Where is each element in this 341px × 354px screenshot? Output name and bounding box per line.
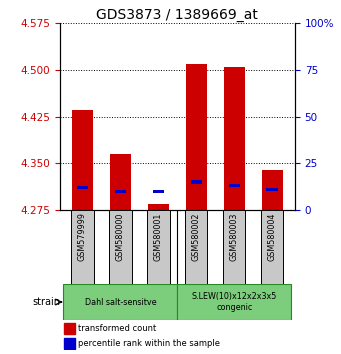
- Bar: [185, 210, 207, 284]
- Bar: [64, 324, 75, 334]
- Bar: [191, 181, 202, 184]
- Text: S.LEW(10)x12x2x3x5
congenic: S.LEW(10)x12x2x3x5 congenic: [192, 292, 277, 312]
- Text: percentile rank within the sample: percentile rank within the sample: [78, 339, 221, 348]
- Bar: [77, 186, 88, 189]
- Bar: [110, 154, 131, 210]
- Text: Dahl salt-sensitve: Dahl salt-sensitve: [85, 297, 156, 307]
- Bar: [72, 110, 93, 210]
- Text: GSM580004: GSM580004: [268, 212, 277, 261]
- Bar: [148, 204, 169, 210]
- Text: transformed count: transformed count: [78, 324, 157, 333]
- Text: GSM579999: GSM579999: [78, 212, 87, 261]
- Text: GSM580000: GSM580000: [116, 212, 125, 261]
- Title: GDS3873 / 1389669_at: GDS3873 / 1389669_at: [97, 8, 258, 22]
- Bar: [224, 67, 245, 210]
- Bar: [153, 190, 164, 193]
- Bar: [64, 338, 75, 349]
- Bar: [223, 210, 246, 284]
- Text: GSM580002: GSM580002: [192, 212, 201, 261]
- Text: GSM580001: GSM580001: [154, 212, 163, 261]
- Bar: [266, 188, 278, 191]
- Bar: [177, 284, 291, 320]
- Bar: [71, 210, 94, 284]
- Bar: [261, 210, 283, 284]
- Bar: [115, 190, 126, 193]
- Bar: [63, 284, 177, 320]
- Bar: [147, 210, 169, 284]
- Bar: [228, 184, 240, 188]
- Bar: [262, 170, 283, 210]
- Text: GSM580003: GSM580003: [230, 212, 239, 261]
- Bar: [109, 210, 132, 284]
- Text: strain: strain: [32, 297, 60, 307]
- Bar: [186, 64, 207, 210]
